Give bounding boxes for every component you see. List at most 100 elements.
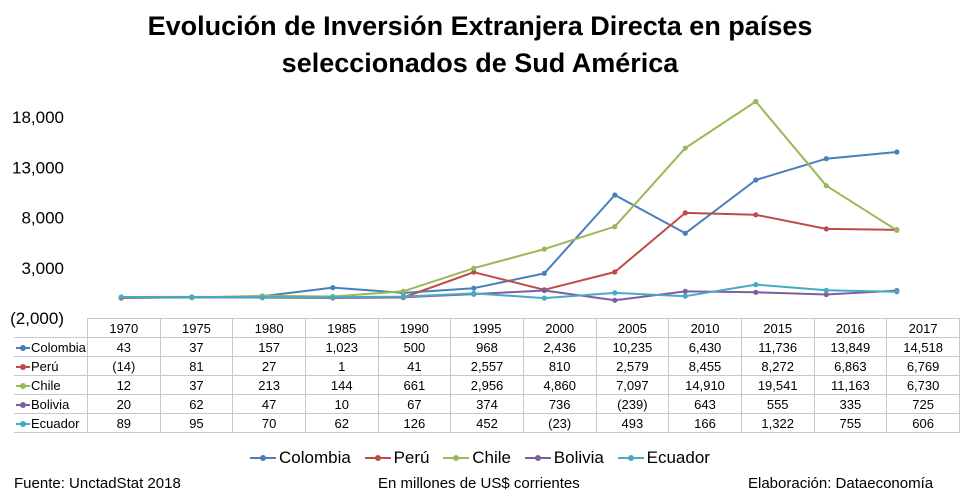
data-cell: 6,730 [886, 375, 960, 395]
data-cell: 2,579 [595, 356, 670, 376]
data-cell: 335 [813, 394, 888, 414]
data-point-perú [612, 269, 618, 275]
data-point-bolivia [612, 297, 618, 303]
data-cell: 2,557 [450, 356, 524, 376]
data-cell: 6,769 [886, 356, 960, 376]
data-cell: 14,518 [886, 337, 960, 357]
data-point-bolivia [753, 289, 759, 295]
series-name: Colombia [31, 339, 86, 355]
series-line-perú [121, 211, 897, 299]
x-category-label: 2010 [668, 318, 742, 338]
series-line-ecuador [121, 283, 897, 300]
series-name-cell: Chile [14, 375, 88, 395]
data-point-chile [541, 246, 547, 252]
data-cell: 810 [522, 356, 597, 376]
data-point-chile [753, 98, 759, 105]
data-cell: 157 [232, 337, 306, 357]
data-point-colombia [541, 270, 547, 276]
data-cell: 452 [450, 413, 524, 433]
series-name-cell: Perú [14, 356, 88, 376]
data-cell: 20 [86, 394, 161, 414]
table-row: Ecuador 89 95 70 62 126 452 (23) 493 166 1,322 755 6… [14, 413, 960, 433]
legend-line-marker-icon [443, 453, 470, 463]
data-cell: (239) [595, 394, 670, 414]
y-tick-label: 8,000 [21, 209, 64, 228]
data-cell: (14) [86, 356, 161, 376]
data-point-ecuador [541, 295, 547, 301]
x-category-label: 1990 [377, 318, 452, 338]
data-cell: 2,436 [522, 337, 597, 357]
data-cell: 67 [377, 394, 452, 414]
series-marker-icon [16, 344, 30, 352]
data-cell: 43 [86, 337, 161, 357]
data-point-perú [471, 269, 477, 275]
data-point-ecuador [894, 289, 900, 295]
legend-line-marker-icon [617, 453, 644, 463]
data-point-ecuador [400, 294, 406, 300]
data-point-ecuador [189, 294, 195, 300]
legend-item-bolivia: Bolivia [524, 448, 604, 468]
data-cell: 1,322 [740, 413, 815, 433]
data-cell: 70 [232, 413, 306, 433]
series-name-cell: Ecuador [14, 413, 88, 433]
x-category-label: 1970 [86, 318, 161, 338]
table-header-row: 1970 1975 1980 1985 1990 1995 2000 2005 2010 2015… [14, 318, 960, 338]
legend-label: Perú [393, 448, 430, 467]
series-name-cell: Colombia [14, 337, 88, 357]
legend-line-marker-icon [364, 453, 391, 463]
data-point-colombia [894, 149, 900, 155]
legend-item-ecuador: Ecuador [617, 448, 710, 468]
data-cell: 62 [304, 413, 379, 433]
credit-note: Elaboración: Dataeconomía [748, 475, 934, 492]
data-point-perú [823, 226, 829, 232]
series-line-colombia [121, 151, 897, 299]
data-cell: 12 [86, 375, 161, 395]
data-cell: 13,849 [813, 337, 888, 357]
series-marker-icon [16, 382, 30, 390]
data-cell: 41 [377, 356, 452, 376]
source-note: Fuente: UnctadStat 2018 [14, 475, 181, 492]
data-cell: 166 [668, 413, 742, 433]
x-category-label: 2000 [522, 318, 597, 338]
series-name-cell: Bolivia [14, 394, 88, 414]
data-point-chile [682, 145, 688, 151]
data-cell: 14,910 [668, 375, 742, 395]
data-cell: 8,272 [740, 356, 815, 376]
data-point-colombia [682, 230, 688, 236]
data-point-chile [894, 227, 900, 233]
data-point-ecuador [471, 290, 477, 296]
table-row: Chile 12 37 213 144 661 2,956 4,860 7,097 14,910 1… [14, 375, 960, 395]
x-category-label: 1975 [159, 318, 234, 338]
data-cell: 606 [886, 413, 960, 433]
legend-line-marker-icon [524, 453, 551, 463]
data-cell: 144 [304, 375, 379, 395]
data-cell: 95 [159, 413, 234, 433]
x-category-label: 1995 [450, 318, 524, 338]
data-cell: 126 [377, 413, 452, 433]
series-name: Ecuador [31, 415, 80, 431]
x-category-label: 1980 [232, 318, 306, 338]
data-cell: 27 [232, 356, 306, 376]
data-cell: 47 [232, 394, 306, 414]
data-point-chile [612, 224, 618, 230]
data-table: 1970 1975 1980 1985 1990 1995 2000 2005 2010 2015… [14, 318, 960, 433]
data-point-colombia [471, 285, 477, 291]
y-tick-label: 3,000 [21, 259, 64, 278]
data-point-colombia [753, 177, 759, 183]
legend-label: Bolivia [553, 448, 604, 467]
data-cell: 37 [159, 375, 234, 395]
data-cell: 81 [159, 356, 234, 376]
series-marker-icon [16, 363, 30, 371]
data-cell: 500 [377, 337, 452, 357]
data-point-chile [823, 183, 829, 189]
x-category-label: 2015 [740, 318, 815, 338]
data-cell: 725 [886, 394, 960, 414]
data-cell: 2,956 [450, 375, 524, 395]
data-point-bolivia [823, 291, 829, 298]
data-cell: 8,455 [668, 356, 742, 376]
data-cell: 374 [450, 394, 524, 414]
legend-line-marker-icon [250, 453, 276, 463]
legend-item-colombia: Colombia [250, 448, 351, 468]
y-tick-label: 13,000 [12, 158, 64, 177]
legend-label: Colombia [279, 448, 351, 467]
